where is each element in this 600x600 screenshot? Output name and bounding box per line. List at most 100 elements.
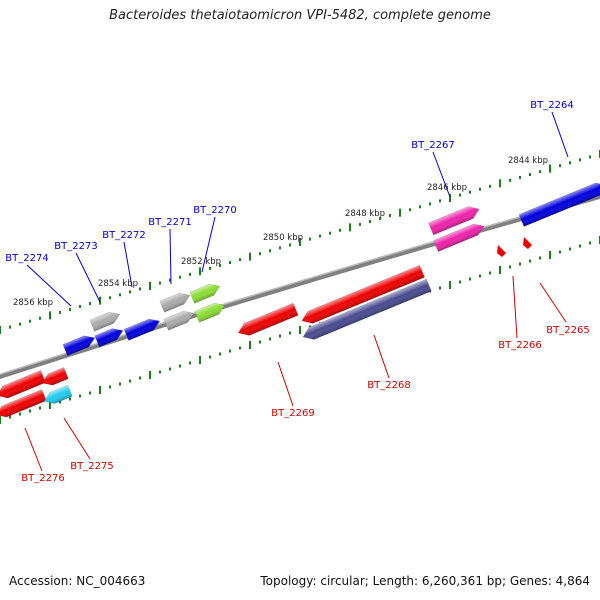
gene-arrow-bt_2269[interactable]: [299, 264, 425, 327]
gene-label-bt_2276[interactable]: BT_2276: [21, 473, 64, 484]
minor-tick: [269, 249, 271, 253]
gene-shading: [41, 367, 69, 386]
minor-tick: [439, 199, 441, 203]
minor-tick: [479, 187, 481, 191]
minor-tick: [369, 219, 371, 223]
gene-label-bt_2269[interactable]: BT_2269: [271, 408, 314, 419]
forward-tick-row: [0, 150, 600, 334]
minor-tick: [429, 202, 431, 206]
minor-tick: [279, 246, 281, 250]
gene-arrow-bt_2270[interactable]: [189, 281, 222, 304]
leader-line: [24, 427, 43, 472]
minor-tick: [469, 190, 471, 194]
gene-arrow-bt_2276[interactable]: [40, 367, 69, 388]
gene-label-bt_2273[interactable]: BT_2273: [54, 241, 97, 252]
minor-tick: [109, 385, 111, 389]
minor-tick: [419, 205, 421, 209]
minor-tick: [489, 184, 491, 188]
gene-label-bt_2267[interactable]: BT_2267: [411, 140, 454, 151]
minor-tick: [329, 231, 331, 235]
gene-arrow-bt_2274[interactable]: [62, 332, 97, 357]
gene-arrow-bt_2267[interactable]: [428, 203, 481, 236]
gene-label-bt_2275[interactable]: BT_2275: [70, 461, 113, 472]
minor-tick: [109, 296, 111, 300]
minor-tick: [159, 370, 161, 374]
gene-label-bt_2272[interactable]: BT_2272: [102, 230, 145, 241]
gene-shading: [94, 328, 123, 347]
map-title: Bacteroides thetaiotaomicron VPI-5482, c…: [109, 8, 491, 23]
minor-tick: [389, 214, 391, 218]
minor-tick: [289, 331, 291, 335]
minor-tick: [159, 281, 161, 285]
gene-arrow-bt_2266[interactable]: [497, 245, 506, 257]
gene-arrow-bt_2271[interactable]: [159, 290, 192, 313]
gene-arrow-bt_2275[interactable]: [42, 384, 73, 407]
minor-tick: [579, 158, 581, 162]
gene-arrow-bt_2271[interactable]: [163, 308, 196, 331]
gene-arrow-bt_2276[interactable]: [0, 389, 47, 421]
minor-tick: [359, 222, 361, 226]
gene-arrow-bt_2274[interactable]: [94, 325, 125, 348]
leader-line: [373, 334, 390, 379]
scale-label: 2854 kbp: [98, 279, 138, 289]
gene-label-bt_2266[interactable]: BT_2266: [498, 340, 541, 351]
minor-tick: [129, 379, 131, 383]
scale-label: 2844 kbp: [508, 156, 548, 166]
minor-tick: [189, 361, 191, 365]
minor-tick: [59, 310, 61, 314]
gene-label-bt_2274[interactable]: BT_2274: [5, 253, 48, 264]
leader-line: [63, 417, 91, 460]
gene-shading: [194, 303, 225, 323]
minor-tick: [229, 261, 231, 265]
minor-tick: [69, 307, 71, 311]
minor-tick: [269, 337, 271, 341]
gene-shading: [89, 312, 120, 332]
scale-label: 2852 kbp: [181, 257, 221, 267]
leader-line: [512, 275, 518, 339]
minor-tick: [219, 263, 221, 267]
gene-arrow-bt_2269[interactable]: [236, 302, 299, 339]
accession-text: Accession: NC_004663: [9, 574, 146, 588]
minor-tick: [569, 161, 571, 165]
minor-tick: [259, 340, 261, 344]
gene-shading: [428, 206, 480, 235]
minor-tick: [519, 175, 521, 179]
gene-label-bt_2270[interactable]: BT_2270: [193, 205, 236, 216]
gene-shading: [303, 279, 432, 340]
leader-line: [75, 252, 101, 303]
minor-tick: [89, 391, 91, 395]
gene-arrow-bt_2272[interactable]: [123, 316, 162, 341]
minor-tick: [559, 250, 561, 254]
gene-label-bt_2268[interactable]: BT_2268: [367, 380, 410, 391]
minor-tick: [309, 237, 311, 241]
gene-label-bt_2265[interactable]: BT_2265: [546, 325, 589, 336]
minor-tick: [259, 252, 261, 256]
scale-labels: 2844 kbp 2846 kbp 2848 kbp 2850 kbp 2852 kbp…: [13, 156, 548, 308]
leader-line: [277, 361, 294, 407]
minor-tick: [309, 325, 311, 329]
gene-arrow-bt_2265[interactable]: [523, 237, 532, 249]
minor-tick: [189, 272, 191, 276]
gene-arrow-bt_2264[interactable]: [518, 179, 600, 227]
gene-arrow-bt_2268[interactable]: [301, 278, 432, 343]
minor-tick: [509, 265, 511, 269]
minor-tick: [9, 415, 11, 419]
minor-tick: [519, 262, 521, 266]
minor-tick: [539, 256, 541, 260]
gene-arrow-bt_2273[interactable]: [89, 309, 122, 332]
minor-tick: [559, 164, 561, 168]
gene-label-bt_2264[interactable]: BT_2264: [530, 100, 573, 111]
gene-arrow-bt_2267[interactable]: [433, 221, 487, 252]
minor-tick: [229, 349, 231, 353]
gene-label-bt_2271[interactable]: BT_2271: [148, 217, 191, 228]
gene-arrow-bt_2270[interactable]: [194, 300, 227, 323]
scale-label: 2848 kbp: [345, 209, 385, 219]
minor-tick: [169, 367, 171, 371]
minor-tick: [39, 406, 41, 410]
minor-tick: [579, 244, 581, 248]
minor-tick: [139, 376, 141, 380]
minor-tick: [89, 302, 91, 306]
minor-tick: [459, 193, 461, 197]
minor-tick: [29, 409, 31, 413]
minor-tick: [489, 271, 491, 275]
